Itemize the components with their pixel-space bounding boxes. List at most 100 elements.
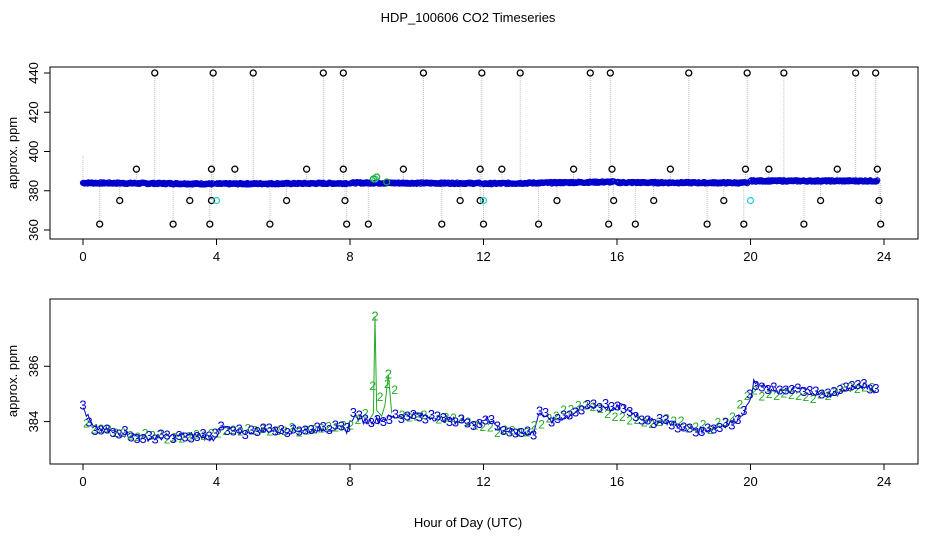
- blue-marker: 3: [542, 405, 549, 420]
- blue-marker: 3: [836, 382, 843, 397]
- green-marker: 2: [237, 424, 244, 438]
- blue-marker: 3: [650, 416, 657, 431]
- panel-1-y-axis: 360 380 400 420 440: [26, 62, 50, 241]
- x-tick-label: 20: [743, 474, 757, 489]
- green-marker: 2: [502, 423, 509, 437]
- x-tick-label: 8: [346, 474, 353, 489]
- green-marker: 2: [641, 415, 648, 429]
- blue-marker: 3: [145, 428, 152, 443]
- green-marker: 2: [744, 389, 751, 403]
- green-marker: 2: [597, 402, 604, 416]
- black-point: [343, 220, 351, 228]
- black-point: [851, 69, 860, 77]
- black-point: [116, 196, 124, 205]
- blue-marker: 3: [428, 407, 435, 422]
- blue-marker: 3: [770, 379, 777, 394]
- green-marker: 2: [781, 386, 788, 400]
- x-tick-label: 16: [610, 249, 624, 264]
- blue-marker: 3: [734, 412, 741, 427]
- black-point: [96, 220, 104, 228]
- blue-marker: 3: [218, 419, 225, 434]
- blue-marker: 3: [200, 426, 207, 441]
- blue-marker: 3: [266, 421, 273, 436]
- black-point: [741, 165, 750, 173]
- chart-title: HDP_100606 CO2 Timeseries: [381, 10, 556, 25]
- green-marker: 2: [634, 413, 641, 427]
- blue-marker: 3: [638, 412, 645, 427]
- green-marker: 2: [90, 422, 97, 436]
- blue-marker: 3: [296, 424, 303, 439]
- x-tick-label: 20: [743, 249, 757, 264]
- black-point: [534, 220, 543, 228]
- blue-marker: 3: [392, 407, 399, 422]
- blue-marker: 3: [614, 399, 621, 414]
- green-marker: 2: [193, 427, 200, 441]
- blue-marker: 3: [380, 414, 387, 429]
- blue-point: [743, 179, 750, 186]
- blue-marker: 3: [524, 423, 531, 438]
- green-marker: 2: [729, 410, 736, 424]
- blue-marker: 3: [464, 416, 471, 431]
- green-marker: 2: [289, 420, 296, 434]
- green-marker: 2: [692, 420, 699, 434]
- blue-marker: 3: [326, 422, 333, 437]
- black-point: [685, 69, 693, 77]
- green-marker: 2: [127, 428, 134, 442]
- blue-marker: 3: [482, 412, 489, 427]
- green-marker: 2: [524, 426, 531, 440]
- blue-marker: 3: [728, 417, 735, 432]
- green-marker: 2: [722, 415, 729, 429]
- blue-marker: 3: [644, 413, 651, 428]
- green-marker: 2: [406, 410, 413, 424]
- blue-marker: 3: [812, 383, 819, 398]
- black-point: [282, 196, 291, 205]
- green-marker: 2: [230, 423, 237, 437]
- green-marker: 2: [385, 367, 392, 382]
- blue-marker: 3: [854, 377, 861, 392]
- green-marker: 2: [663, 412, 670, 426]
- blue-marker: 3: [674, 420, 681, 435]
- blue-marker: 3: [470, 418, 477, 433]
- blue-marker: 3: [332, 418, 339, 433]
- black-point: [800, 220, 808, 228]
- blue-marker: 3: [800, 384, 807, 399]
- black-point: [207, 165, 216, 173]
- black-point: [553, 196, 561, 205]
- green-marker: 2: [707, 423, 714, 437]
- blue-marker: 3: [139, 431, 146, 446]
- blue-marker: 3: [206, 428, 213, 443]
- blue-marker: 3: [656, 411, 663, 426]
- blue-marker: 3: [710, 422, 717, 437]
- blue-marker: 3: [794, 381, 801, 396]
- green-marker: 2: [751, 384, 758, 398]
- blue-marker: 3: [103, 421, 110, 436]
- panel-2: 2 2 2 2 2 2 2 2 2 2 2 2 2 2 2 2 2 2 2 2 2 2 2 2 2 2 2 2 2 2 2 2 2 2 2 2 2 2 22…: [5, 298, 919, 489]
- x-tick-label: 16: [610, 474, 624, 489]
- black-point: [364, 220, 373, 228]
- green-marker: 2: [296, 425, 303, 439]
- green-marker: 2: [803, 390, 810, 404]
- x-tick-label: 12: [476, 249, 490, 264]
- green-marker: 2: [825, 389, 832, 403]
- black-point: [816, 196, 825, 205]
- blue-marker: 3: [830, 384, 837, 399]
- green-marker: 2: [479, 420, 486, 434]
- green-marker: 2: [259, 422, 266, 436]
- blue-marker: 3: [746, 387, 753, 402]
- blue-marker: 3: [404, 409, 411, 424]
- black-point: [605, 220, 613, 228]
- black-point: [132, 165, 141, 173]
- blue-marker: 3: [620, 401, 627, 416]
- black-point: [765, 165, 773, 173]
- black-point: [151, 69, 159, 77]
- y-tick-label: 380: [26, 180, 41, 202]
- black-point: [872, 69, 880, 77]
- green-marker: 2: [83, 417, 90, 431]
- blue-marker: 3: [626, 404, 633, 419]
- green-marker: 2: [516, 426, 523, 440]
- black-point: [169, 220, 177, 228]
- panel-1-black-series: [96, 69, 885, 228]
- green-marker: 2: [700, 418, 707, 432]
- blue-marker: 3: [176, 428, 183, 443]
- blue-marker: 3: [314, 419, 321, 434]
